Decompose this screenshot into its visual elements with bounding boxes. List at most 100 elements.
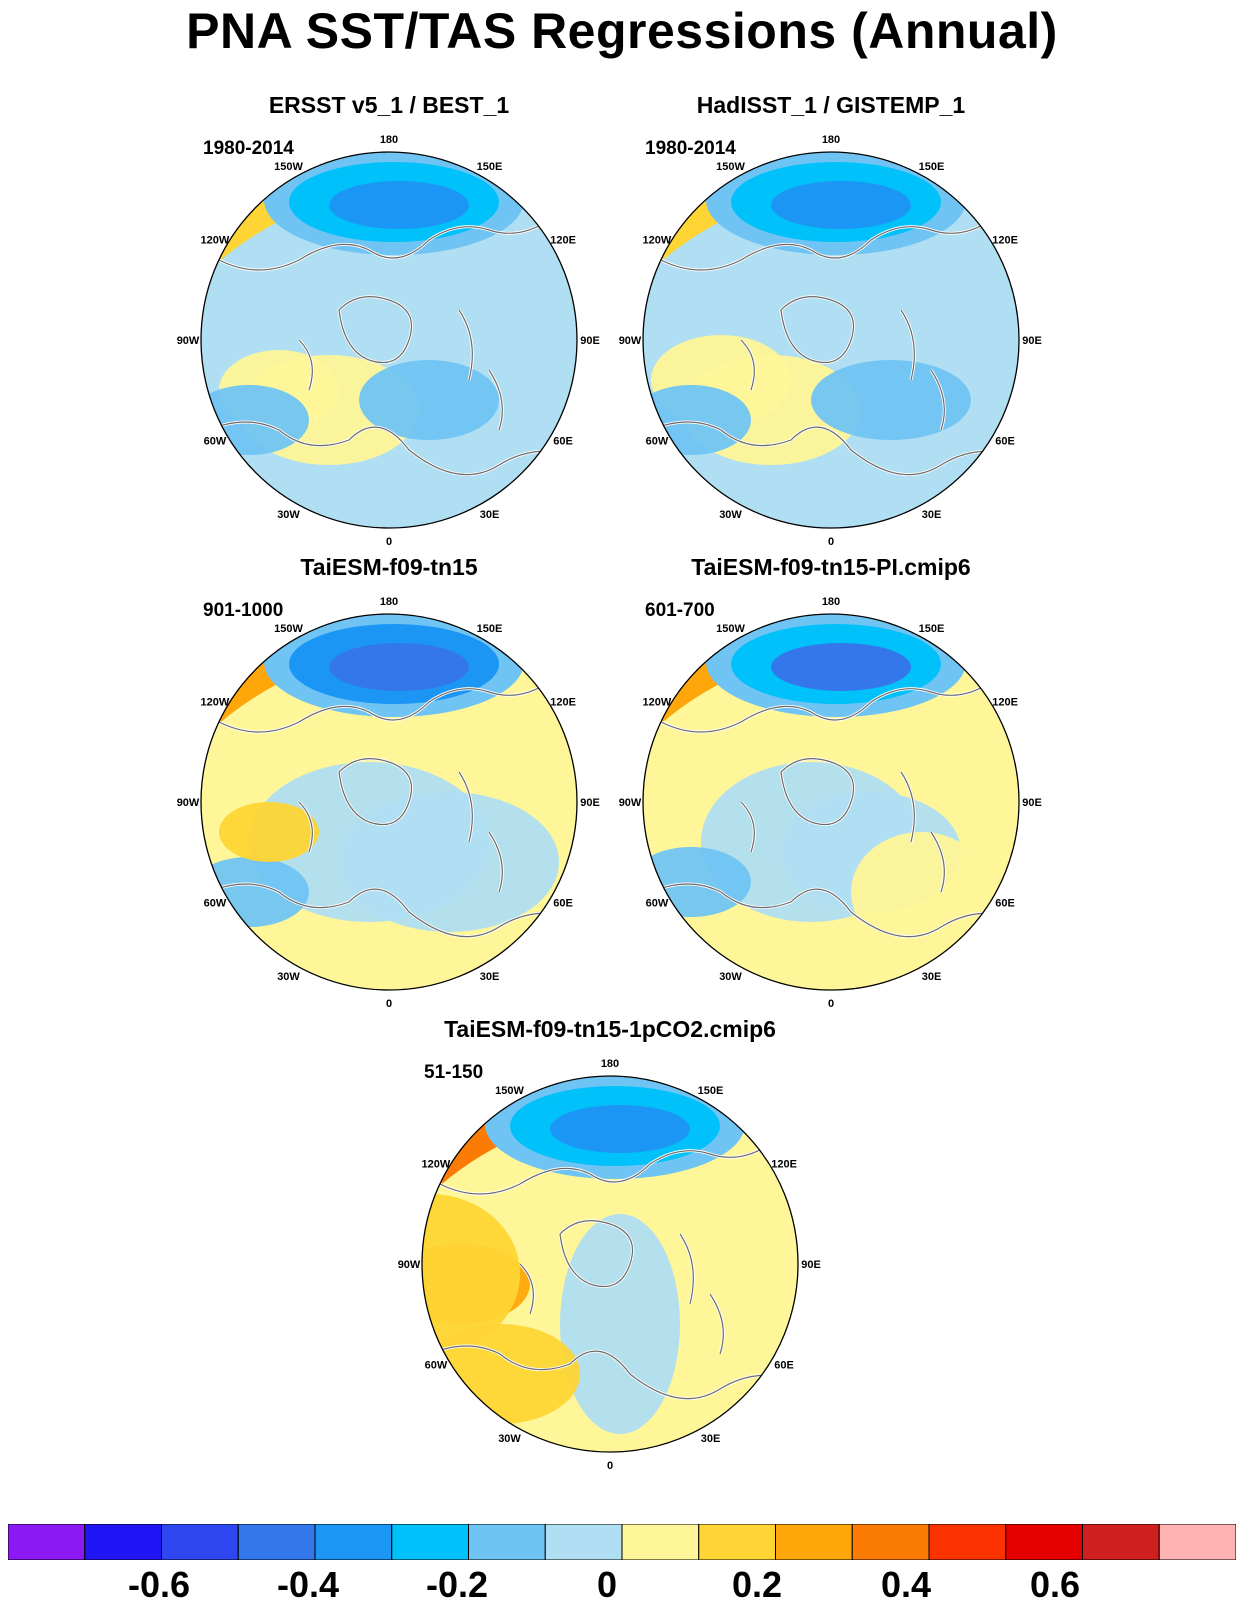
- longitude-label: 120E: [550, 697, 576, 709]
- polar-map: 180 150E 120E 90E 60E 30E 0 30W 60W 90W 120W 150W: [398, 1058, 821, 1472]
- panel-period: 1980-2014: [203, 138, 294, 159]
- longitude-label: 90E: [801, 1259, 821, 1271]
- longitude-label: 60W: [646, 898, 669, 910]
- colorbar-label: 0.4: [880, 1564, 932, 1605]
- anomaly-region: [851, 832, 991, 952]
- longitude-label: 60E: [995, 898, 1015, 910]
- anomaly-region: [219, 802, 319, 862]
- coastline-edge: [218, 681, 550, 733]
- longitude-label: 60W: [204, 436, 227, 448]
- coastline-edge: [422, 1345, 798, 1400]
- longitude-label: 30W: [277, 509, 300, 521]
- panel-period: 1980-2014: [645, 138, 736, 159]
- longitude-label: 60E: [553, 436, 573, 448]
- map-panel-ersst-best: 180 150E 120E 90E 60E 30E 0 30W 60W 90W 120W 150W E…: [159, 92, 619, 570]
- colorbar-swatch: [1158, 1524, 1236, 1560]
- coastline-edge: [740, 771, 945, 893]
- colorbar-swatch: [544, 1524, 623, 1560]
- longitude-label: 90E: [1022, 335, 1042, 347]
- cold-anomaly-core: [329, 643, 469, 691]
- longitude-label: 60W: [204, 898, 227, 910]
- page-title: PNA SST/TAS Regressions (Annual): [186, 3, 1058, 59]
- longitude-label: 90E: [580, 797, 600, 809]
- longitude-label: 30W: [277, 971, 300, 983]
- longitude-label: 90W: [619, 335, 642, 347]
- longitude-label: 90W: [398, 1259, 421, 1271]
- colorbar-label: 0.2: [731, 1564, 783, 1605]
- longitude-label: 30E: [480, 971, 500, 983]
- colorbar-label: -0.6: [127, 1564, 191, 1605]
- longitude-label: 0: [386, 998, 392, 1010]
- coastline-edge: [218, 219, 550, 271]
- colorbar-swatch: [391, 1524, 469, 1560]
- longitude-label: 150E: [698, 1085, 724, 1097]
- anomaly-region: [359, 360, 499, 440]
- longitude-label: 60W: [646, 436, 669, 448]
- map-panel-hadisst-gistemp: 180 150E 120E 90E 60E 30E 0 30W 60W 90W 120W 150W H…: [601, 92, 1061, 570]
- coastline-edge: [660, 219, 992, 271]
- longitude-label: 120E: [992, 235, 1018, 247]
- longitude-label: 0: [386, 536, 392, 548]
- colorbar-swatch: [698, 1524, 776, 1560]
- longitude-label: 90W: [177, 335, 200, 347]
- coastline-edge: [519, 1233, 724, 1355]
- longitude-label: 60E: [774, 1360, 794, 1372]
- colorbar-swatch: [775, 1524, 853, 1560]
- cold-anomaly-core: [771, 643, 911, 691]
- panel-title: TaiESM-f09-tn15-1pCO2.cmip6: [444, 1016, 776, 1042]
- longitude-label: 60E: [553, 898, 573, 910]
- coastline-edge: [298, 309, 503, 431]
- coastlines: [201, 680, 577, 939]
- longitude-label: 150W: [274, 623, 303, 635]
- colorbar-swatch: [851, 1524, 930, 1560]
- longitude-label: 150W: [716, 623, 745, 635]
- colorbar-swatch: [161, 1524, 239, 1560]
- colorbar-swatch: [8, 1524, 86, 1560]
- longitude-label: 120W: [643, 697, 672, 709]
- panel-title: TaiESM-f09-tn15: [300, 554, 478, 580]
- polar-map: 180 150E 120E 90E 60E 30E 0 30W 60W 90W 120W 150W: [177, 134, 600, 548]
- longitude-label: 150E: [477, 161, 503, 173]
- anomaly-region: [339, 792, 559, 932]
- longitude-label: 30E: [480, 509, 500, 521]
- anomaly-region: [422, 1324, 580, 1424]
- colorbar-label: 0.6: [1029, 1564, 1081, 1605]
- panel-title: HadISST_1 / GISTEMP_1: [696, 92, 966, 118]
- coastlines: [643, 218, 1019, 477]
- colorbar-swatch: [928, 1524, 1007, 1560]
- colorbar-swatch: [1005, 1524, 1083, 1560]
- longitude-label: 150W: [495, 1085, 524, 1097]
- longitude-label: 120W: [422, 1159, 451, 1171]
- colorbar-label: -0.2: [425, 1564, 489, 1605]
- longitude-label: 120E: [992, 697, 1018, 709]
- polar-map: 180 150E 120E 90E 60E 30E 0 30W 60W 90W 120W 150W: [619, 596, 1042, 1010]
- longitude-label: 90E: [580, 335, 600, 347]
- longitude-label: 120W: [201, 697, 230, 709]
- coastlines: [201, 218, 577, 477]
- longitude-label: 90E: [1022, 797, 1042, 809]
- panel-period: 601-700: [645, 600, 715, 621]
- longitude-label: 60E: [995, 436, 1015, 448]
- longitude-label: 150E: [919, 623, 945, 635]
- cold-anomaly-core: [771, 181, 911, 229]
- map-outline: [421, 1075, 799, 1453]
- longitude-label: 0: [607, 1460, 613, 1472]
- map-outline: [200, 613, 578, 991]
- cold-anomaly-core: [329, 181, 469, 229]
- coastline-edge: [643, 883, 1019, 938]
- coastlines: [422, 1142, 798, 1401]
- anomaly-region: [811, 360, 971, 440]
- map-panel-taiesm-pi: 180 150E 120E 90E 60E 30E 0 30W 60W 90W 120W 150W T…: [601, 554, 1061, 1032]
- colorbar-swatch: [468, 1524, 546, 1560]
- anomaly-region: [560, 1214, 680, 1434]
- coastline-edge: [780, 296, 855, 364]
- longitude-label: 180: [601, 1058, 619, 1070]
- longitude-label: 30W: [719, 971, 742, 983]
- longitude-label: 0: [828, 536, 834, 548]
- panel-title: ERSST v5_1 / BEST_1: [268, 92, 510, 118]
- longitude-label: 120W: [201, 235, 230, 247]
- colorbar-swatch: [314, 1524, 393, 1560]
- map-outline: [642, 613, 1020, 991]
- longitude-label: 180: [822, 596, 840, 608]
- longitude-label: 180: [822, 134, 840, 146]
